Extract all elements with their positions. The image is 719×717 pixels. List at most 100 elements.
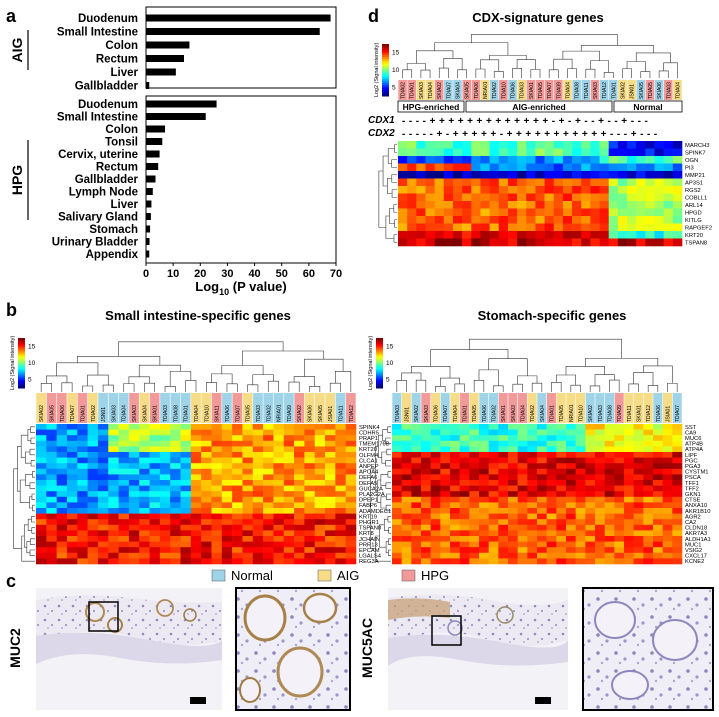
heatmap-cell	[450, 496, 460, 503]
heatmap-cell	[232, 552, 243, 559]
heatmap-cell	[434, 238, 445, 247]
heatmap-cell	[480, 171, 490, 179]
heatmap-cell	[97, 485, 109, 492]
heatmap-cell	[517, 457, 528, 464]
heatmap-cell	[517, 491, 528, 498]
heatmap-cell	[546, 508, 557, 514]
column-group-swatch	[653, 393, 663, 423]
heatmap-cell	[304, 508, 316, 514]
heatmap-cell	[624, 491, 634, 498]
row-label: TFF1	[685, 481, 699, 487]
dendrogram-branches	[402, 34, 678, 78]
heatmap-cell	[663, 178, 674, 187]
heatmap-cell	[314, 474, 326, 481]
heatmap-cell	[537, 463, 547, 470]
heatmap-cell	[273, 424, 285, 430]
heatmap-cell	[535, 186, 545, 194]
scale-swatch	[18, 350, 25, 354]
row-label: AGR2	[685, 514, 701, 520]
heatmap-cell	[211, 468, 223, 475]
heatmap-cell	[283, 508, 295, 514]
heatmap-cell	[566, 440, 576, 447]
bar-category-label: Rectum	[96, 162, 138, 174]
heatmap-cell	[627, 238, 637, 247]
heatmap-cell	[480, 178, 490, 187]
scale-swatch	[382, 52, 389, 56]
heatmap-cell	[335, 513, 346, 520]
heatmap-cell	[624, 474, 634, 481]
heatmap-cell	[211, 558, 223, 565]
heatmap-cell	[556, 524, 567, 531]
heatmap-cell	[599, 148, 610, 157]
heatmap-cell	[190, 552, 202, 559]
heatmap-cell	[149, 524, 161, 531]
heatmap-cell	[325, 480, 336, 486]
heatmap-cell	[633, 424, 644, 430]
heatmap-cell	[66, 452, 78, 458]
heatmap-cell	[335, 474, 346, 481]
heatmap-cell	[242, 424, 254, 430]
heatmap-cell	[544, 208, 555, 217]
heatmap-cell	[479, 519, 489, 526]
heatmap-cell	[608, 238, 619, 247]
heatmap-cell	[672, 163, 683, 172]
heatmap-cell	[581, 201, 591, 209]
heatmap-cell	[56, 524, 68, 531]
heatmap-cell	[627, 231, 637, 239]
heatmap-cell	[604, 424, 615, 430]
heatmap-cell	[479, 491, 489, 498]
heatmap-cell	[469, 496, 480, 503]
heatmap-cell	[653, 457, 663, 464]
row-label: KRT20	[685, 233, 703, 239]
heatmap-cell	[201, 558, 212, 565]
heatmap-cell	[201, 513, 212, 520]
heatmap-cell	[232, 424, 243, 430]
heatmap-cell	[508, 502, 518, 509]
column-group-swatch	[535, 80, 545, 100]
heatmap-cell	[653, 429, 663, 436]
heatmap-cell	[595, 435, 605, 442]
heatmap-cell	[87, 485, 99, 492]
column-group-swatch	[499, 80, 508, 100]
legend-label-aig: AIG	[337, 568, 359, 583]
heatmap-cell	[252, 440, 264, 447]
heatmap-cell	[392, 424, 402, 430]
heatmap-cell	[498, 552, 509, 559]
heatmap-cell	[56, 547, 68, 554]
heatmap-cell	[325, 424, 336, 430]
heatmap-cell	[498, 530, 509, 537]
row-label: ALDH1A1	[685, 537, 711, 543]
heatmap-cell	[527, 496, 538, 503]
heatmap-cell	[653, 524, 663, 531]
heatmap-cell	[411, 508, 422, 514]
column-group-swatch	[242, 393, 253, 423]
heatmap-cell	[325, 496, 336, 503]
heatmap-cell	[201, 541, 212, 548]
heatmap-cell	[585, 480, 596, 486]
cdx2-status: -----+-+++++-+++++++++++---+---	[402, 129, 661, 140]
heatmap-cell	[624, 541, 634, 548]
heatmap-cell	[77, 524, 88, 531]
row-label: CA2	[685, 520, 696, 526]
row-label: TMEM176B	[359, 442, 390, 448]
heatmap-cell	[421, 541, 431, 548]
heatmap-cell	[325, 435, 336, 442]
scale-swatch	[376, 354, 383, 358]
heatmap-cell	[662, 491, 673, 498]
heatmap-cell	[653, 513, 663, 520]
row-label: CLDN18	[685, 526, 707, 532]
heatmap-cell	[232, 429, 243, 436]
heatmap-cell	[407, 156, 417, 164]
heatmap-cell	[575, 485, 586, 492]
heatmap-cell	[553, 171, 564, 179]
heatmap-cell	[273, 485, 285, 492]
heatmap-cell	[636, 231, 646, 239]
heatmap-cell	[479, 530, 489, 537]
column-group-swatch	[180, 393, 191, 423]
heatmap-cell	[46, 440, 57, 447]
heatmap-cell	[575, 440, 586, 447]
column-label: TDIA10	[204, 405, 210, 422]
heatmap-cell	[599, 186, 610, 194]
heatmap-cell	[604, 508, 615, 514]
column-group-swatch	[315, 393, 325, 423]
